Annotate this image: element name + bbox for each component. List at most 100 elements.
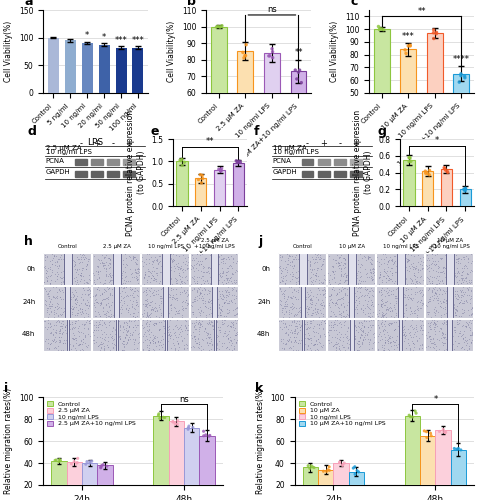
Point (433, 268, 440, 276)
Point (103, 323, 110, 331)
Point (325, 339, 333, 347)
Point (321, 276, 329, 283)
Point (450, 270, 458, 278)
Point (131, 304, 139, 312)
Point (107, 312, 114, 320)
Point (42, 268, 49, 276)
Point (328, 290, 335, 298)
Point (171, 302, 178, 310)
Point (432, 309, 439, 317)
Point (220, 298, 228, 306)
Point (145, 326, 153, 334)
Point (203, 329, 211, 337)
Point (148, 289, 156, 297)
Point (72, 294, 80, 302)
Point (58, 322, 66, 330)
Point (149, 337, 157, 345)
Point (190, 256, 198, 264)
Text: 10 μM ZA
+10 ng/ml LPS: 10 μM ZA +10 ng/ml LPS (429, 238, 470, 248)
Point (297, 306, 304, 314)
Point (219, 295, 227, 303)
Point (206, 320, 214, 328)
Point (219, 254, 227, 262)
Point (100, 288, 108, 296)
Point (148, 298, 156, 306)
Bar (302, 319, 304, 350)
Point (281, 320, 289, 328)
Point (112, 326, 119, 334)
Point (179, 268, 187, 276)
Point (307, 258, 314, 266)
Point (55, 261, 62, 269)
Bar (398, 286, 403, 318)
Point (191, 293, 199, 301)
Point (405, 154, 413, 162)
Text: 0h: 0h (26, 266, 35, 272)
Point (282, 271, 290, 279)
Point (188, 252, 196, 260)
Point (52, 336, 59, 344)
Point (55, 328, 63, 336)
Point (379, 327, 387, 335)
Point (381, 333, 389, 341)
Point (78, 345, 86, 353)
Point (279, 306, 286, 314)
Point (287, 344, 295, 351)
Point (123, 260, 131, 268)
Point (376, 274, 383, 282)
Point (285, 344, 293, 352)
Bar (190, 319, 238, 351)
Point (390, 312, 398, 320)
Point (190, 297, 198, 305)
Point (188, 308, 196, 316)
Point (140, 324, 148, 332)
Point (455, 444, 462, 452)
Point (225, 338, 233, 346)
Point (151, 334, 159, 342)
Point (329, 263, 337, 271)
Point (105, 254, 113, 262)
Point (147, 309, 155, 317)
Point (410, 339, 417, 347)
Point (77, 336, 85, 344)
Text: ns: ns (179, 394, 189, 404)
Point (315, 255, 323, 263)
Point (453, 316, 461, 324)
Point (282, 272, 289, 280)
Point (123, 327, 131, 335)
Point (390, 252, 398, 260)
Point (225, 308, 233, 316)
Point (408, 316, 416, 324)
Point (44, 264, 51, 272)
Point (311, 278, 319, 285)
Point (199, 276, 206, 284)
Point (343, 339, 351, 347)
Point (77, 328, 85, 336)
Point (440, 316, 448, 324)
Point (352, 326, 359, 334)
Point (177, 156, 184, 164)
Point (432, 324, 439, 332)
Point (218, 164, 226, 172)
Point (102, 314, 110, 322)
Point (407, 274, 415, 282)
Point (309, 306, 317, 314)
Point (103, 341, 110, 349)
Point (303, 252, 311, 260)
Point (442, 260, 450, 268)
Point (222, 279, 230, 287)
Point (104, 294, 112, 302)
Point (216, 326, 224, 334)
Point (101, 252, 109, 260)
Point (81, 290, 89, 298)
Point (433, 250, 441, 258)
Point (232, 157, 240, 165)
Point (355, 292, 363, 300)
Text: +: + (125, 139, 132, 148)
Point (232, 276, 240, 283)
Point (389, 337, 397, 345)
Point (143, 341, 150, 349)
Point (459, 300, 467, 308)
Point (171, 264, 179, 272)
Bar (454, 74, 469, 156)
